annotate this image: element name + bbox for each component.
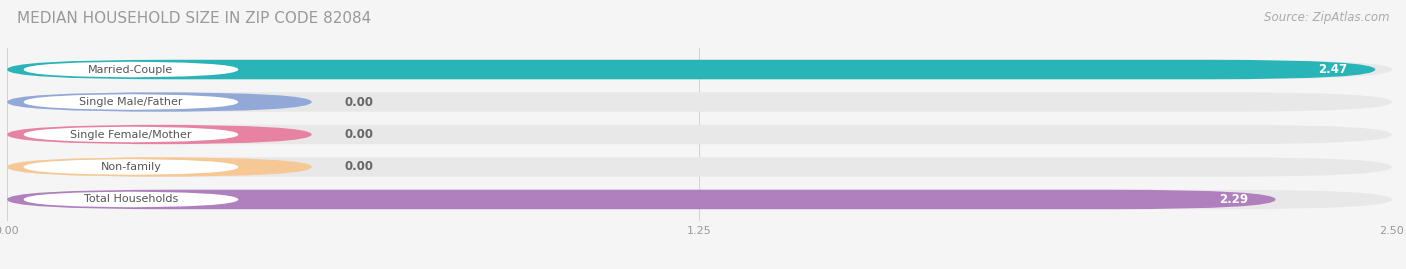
Text: Total Households: Total Households [84,194,179,204]
FancyBboxPatch shape [7,60,1392,79]
Text: Single Female/Mother: Single Female/Mother [70,129,191,140]
FancyBboxPatch shape [24,62,238,77]
FancyBboxPatch shape [24,159,238,175]
FancyBboxPatch shape [7,190,1275,209]
Text: 0.00: 0.00 [344,161,374,174]
FancyBboxPatch shape [7,190,1392,209]
FancyBboxPatch shape [7,125,1392,144]
FancyBboxPatch shape [7,157,312,177]
Text: Source: ZipAtlas.com: Source: ZipAtlas.com [1264,11,1389,24]
FancyBboxPatch shape [24,126,238,143]
Text: 0.00: 0.00 [344,128,374,141]
Text: MEDIAN HOUSEHOLD SIZE IN ZIP CODE 82084: MEDIAN HOUSEHOLD SIZE IN ZIP CODE 82084 [17,11,371,26]
Text: 0.00: 0.00 [344,95,374,108]
FancyBboxPatch shape [7,157,1392,177]
FancyBboxPatch shape [24,192,238,207]
FancyBboxPatch shape [24,94,238,110]
FancyBboxPatch shape [7,60,1375,79]
Text: 2.47: 2.47 [1319,63,1347,76]
FancyBboxPatch shape [7,92,312,112]
Text: Single Male/Father: Single Male/Father [79,97,183,107]
Text: Non-family: Non-family [101,162,162,172]
FancyBboxPatch shape [7,92,1392,112]
Text: Married-Couple: Married-Couple [89,65,173,75]
Text: 2.29: 2.29 [1219,193,1249,206]
FancyBboxPatch shape [7,125,312,144]
